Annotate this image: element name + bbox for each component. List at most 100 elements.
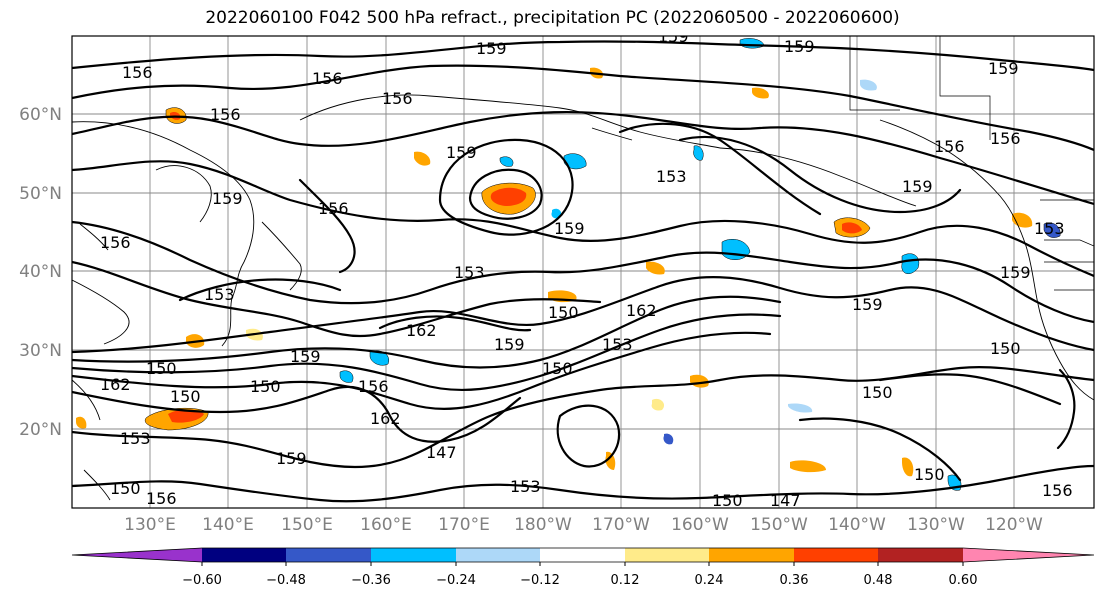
contour-label: 156 (1042, 481, 1073, 500)
latitude-labels: 60°N 50°N 40°N 30°N 20°N (19, 105, 62, 440)
colorbar-tick-label: −0.36 (351, 573, 391, 588)
contour-line (878, 373, 1062, 406)
country-border (1044, 239, 1094, 247)
lon-label: 140°W (828, 515, 886, 535)
contour-line (72, 331, 772, 410)
contour-label: 159 (902, 177, 933, 196)
colorbar-tick-label: −0.24 (436, 573, 476, 588)
colorbar-tick-label: 0.60 (949, 573, 978, 588)
precip-negative-patch (1043, 222, 1061, 238)
contour-label: 150 (146, 359, 177, 378)
precip-negative-patch (563, 153, 587, 170)
lat-label: 30°N (19, 341, 62, 361)
contour-label: 153 (510, 477, 541, 496)
contour-label: 153 (656, 167, 687, 186)
lat-label: 50°N (19, 184, 62, 204)
coastline (879, 119, 1039, 305)
contour-line (72, 385, 522, 443)
longitude-labels: 130°E 140°E 150°E 160°E 170°E 180°W 170°… (124, 515, 1043, 535)
contour-label: 147 (770, 491, 801, 510)
colorbar-cell (878, 548, 963, 562)
height-contours (72, 40, 1094, 503)
colorbar-upper-extension (963, 548, 1094, 562)
contour-label: 159 (446, 143, 477, 162)
contour-label: 162 (626, 301, 657, 320)
coastline (72, 379, 101, 421)
colorbar-tick-label: −0.12 (520, 573, 560, 588)
precip-positive-patch (842, 222, 862, 234)
contour-label: 159 (212, 189, 243, 208)
contour-line (72, 464, 1094, 503)
precip-positive-patch (752, 87, 769, 99)
contour-label: 159 (554, 219, 585, 238)
country-border (849, 36, 900, 111)
contour-line (468, 168, 543, 220)
coastline (1037, 303, 1094, 401)
precip-positive-patch (414, 151, 431, 166)
coastline (79, 223, 109, 251)
contour-line (556, 404, 621, 468)
precip-negative-patch (788, 403, 813, 413)
precip-negative-patch (693, 145, 704, 161)
precip-positive-patch (651, 398, 665, 411)
colorbar-cell (709, 548, 794, 562)
map-border (71, 35, 1095, 509)
contour-label: 159 (852, 295, 883, 314)
contour-label: 156 (146, 489, 177, 508)
coastline (719, 147, 917, 207)
colorbar-tick-label: 0.24 (695, 573, 724, 588)
contour-label: 156 (934, 137, 965, 156)
precip-positive-patch (76, 416, 87, 429)
contour-label: 162 (370, 409, 401, 428)
contour-label: 159 (476, 39, 507, 58)
contour-line (798, 417, 962, 482)
map-title: 2022060100 F042 500 hPa refract., precip… (205, 8, 900, 28)
contour-label: 162 (100, 375, 131, 394)
precip-negative-patch (339, 370, 354, 383)
contour-line (1056, 368, 1076, 450)
contour-line (378, 315, 532, 332)
contour-label: 150 (862, 383, 893, 402)
precip-positive-patch (1012, 212, 1033, 228)
lon-label: 150°W (750, 515, 808, 535)
coastlines (72, 36, 1094, 501)
contour-label: 153 (602, 335, 633, 354)
colorbar-tick-label: −0.60 (182, 573, 222, 588)
contour-label: 156 (318, 199, 349, 218)
contour-line (72, 260, 602, 338)
contour-label: 156 (990, 129, 1021, 148)
contour-label: 150 (712, 491, 743, 510)
contour-line (678, 135, 962, 214)
precip-positive-patch (646, 261, 665, 275)
contour-line (618, 122, 822, 216)
contour-label: 150 (914, 465, 945, 484)
colorbar-cell (794, 548, 878, 562)
contour-label: 150 (990, 339, 1021, 358)
contour-label: 159 (290, 347, 321, 366)
precip-positive-patch (490, 187, 527, 206)
contour-label: 153 (454, 263, 485, 282)
coastline (591, 127, 633, 141)
lon-label: 130°E (124, 515, 176, 535)
contour-label: 153 (204, 285, 235, 304)
map-frame: 156 156 156 156 159 159 159 159 159 153 … (71, 27, 1095, 510)
contour-line (438, 138, 574, 236)
contour-line (72, 313, 782, 392)
colorbar-lower-extension (72, 548, 202, 562)
colorbar-tick-label: 0.12 (611, 573, 640, 588)
coastline (72, 121, 255, 347)
contour-label: 156 (122, 63, 153, 82)
colorbar-cell (625, 548, 709, 562)
coastline (261, 221, 302, 291)
contour-label: 156 (210, 105, 241, 124)
contour-line (72, 365, 1094, 469)
contour-line (72, 295, 782, 369)
contour-label: 159 (658, 27, 689, 46)
lon-label: 160°E (360, 515, 412, 535)
colorbar-tick-label: −0.48 (266, 573, 306, 588)
contour-label: 159 (276, 449, 307, 468)
coastline (299, 94, 721, 149)
precip-negative-patch (499, 156, 514, 167)
colorbar-cell (371, 548, 456, 562)
